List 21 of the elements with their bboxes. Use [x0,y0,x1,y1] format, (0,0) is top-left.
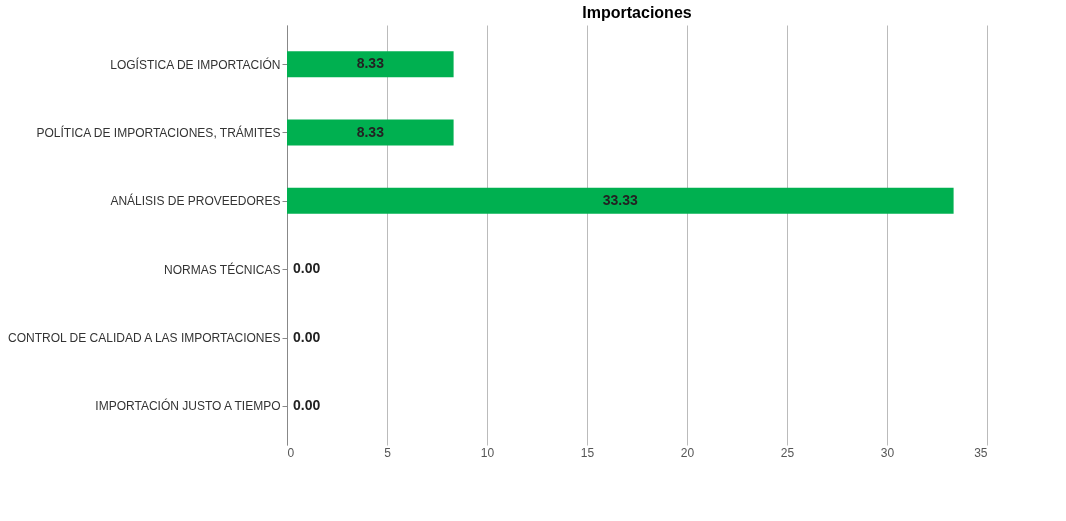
y-tick-label: LOGÍSTICA DE IMPORTACIÓN [110,56,281,72]
chart-title: Importaciones [582,4,692,21]
y-tick-label: ANÁLISIS DE PROVEEDORES [110,193,281,209]
data-label: 33.33 [602,191,639,208]
data-label: 0.00 [293,396,321,413]
x-tick-label: 30 [880,445,895,460]
data-label: 8.33 [356,55,385,72]
y-tick-label: POLÍTICA DE IMPORTACIONES, TRÁMITES [36,125,281,140]
data-label: 0.00 [293,260,321,277]
y-tick-label: CONTROL DE CALIDAD A LAS IMPORTACIONES [7,331,281,345]
y-tick-label: IMPORTACIÓN JUSTO A TIEMPO [95,398,281,414]
data-label: 8.33 [356,123,385,140]
x-tick-label: 20 [680,445,695,460]
x-tick-label: 0 [287,445,295,460]
x-tick-label: 5 [384,445,392,460]
data-label: 0.00 [293,328,321,345]
x-tick-label: 10 [480,445,495,460]
y-tick-label: NORMAS TÉCNICAS [164,261,281,277]
x-tick-label: 25 [780,445,795,460]
x-tick-label: 15 [580,445,595,460]
x-tick-label: 35 [974,445,988,460]
